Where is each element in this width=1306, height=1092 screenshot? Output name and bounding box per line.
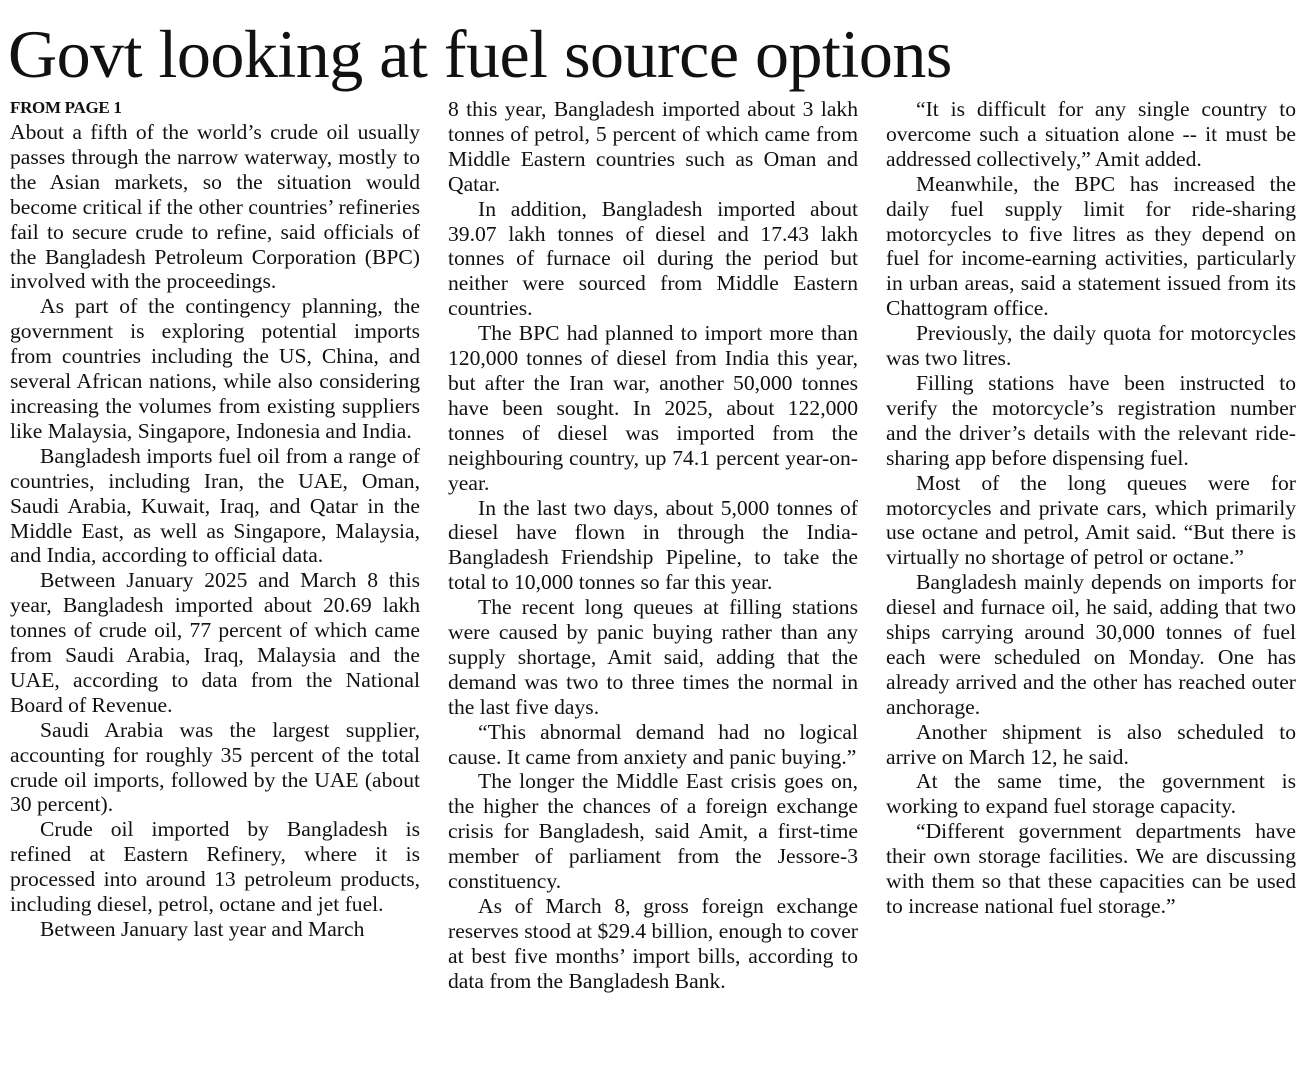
article-column-3: “It is difficult for any single country … bbox=[886, 97, 1296, 919]
paragraph: Filling stations have been instructed to… bbox=[886, 370, 1296, 470]
headline: Govt looking at fuel source options bbox=[8, 16, 952, 92]
paragraph: Between January last year and March bbox=[40, 917, 365, 941]
paragraph: 8 this year, Bangladesh imported about 3… bbox=[448, 97, 858, 196]
paragraph: Saudi Arabia was the largest supplier, a… bbox=[10, 717, 420, 817]
paragraph: The longer the Middle East crisis goes o… bbox=[448, 769, 858, 894]
paragraph: The recent long queues at filling statio… bbox=[448, 595, 858, 719]
paragraph: Bangladesh imports fuel oil from a range… bbox=[10, 443, 420, 568]
paragraph: Bangladesh mainly depends on imports for… bbox=[886, 570, 1296, 719]
paragraph: In addition, Bangladesh imported about 3… bbox=[448, 196, 858, 321]
paragraph: The BPC had planned to import more than … bbox=[448, 321, 858, 495]
article-column-1: FROM PAGE 1 About a fifth of the world’s… bbox=[10, 96, 420, 942]
paragraph: “Different government departments have t… bbox=[886, 819, 1296, 918]
paragraph: “This abnormal demand had no logical cau… bbox=[448, 719, 858, 769]
kicker-from-page: FROM PAGE 1 bbox=[10, 98, 122, 117]
paragraph: Previously, the daily quota for motorcyc… bbox=[886, 321, 1296, 371]
paragraph: Meanwhile, the BPC has increased the dai… bbox=[886, 171, 1296, 321]
paragraph: At the same time, the government is work… bbox=[886, 769, 1296, 819]
paragraph: As of March 8, gross foreign exchange re… bbox=[448, 894, 858, 993]
paragraph: “It is difficult for any single country … bbox=[886, 97, 1296, 171]
paragraph: Another shipment is also scheduled to ar… bbox=[886, 719, 1296, 769]
paragraph: In the last two days, about 5,000 tonnes… bbox=[448, 495, 858, 595]
paragraph: Between January 2025 and March 8 this ye… bbox=[10, 568, 420, 717]
paragraph: As part of the contingency planning, the… bbox=[10, 294, 420, 443]
article-column-2: 8 this year, Bangladesh imported about 3… bbox=[448, 97, 858, 994]
paragraph: About a fifth of the world’s crude oil u… bbox=[10, 120, 420, 294]
paragraph: Most of the long queues were for motorcy… bbox=[886, 470, 1296, 570]
paragraph: Crude oil imported by Bangladesh is refi… bbox=[10, 817, 420, 917]
